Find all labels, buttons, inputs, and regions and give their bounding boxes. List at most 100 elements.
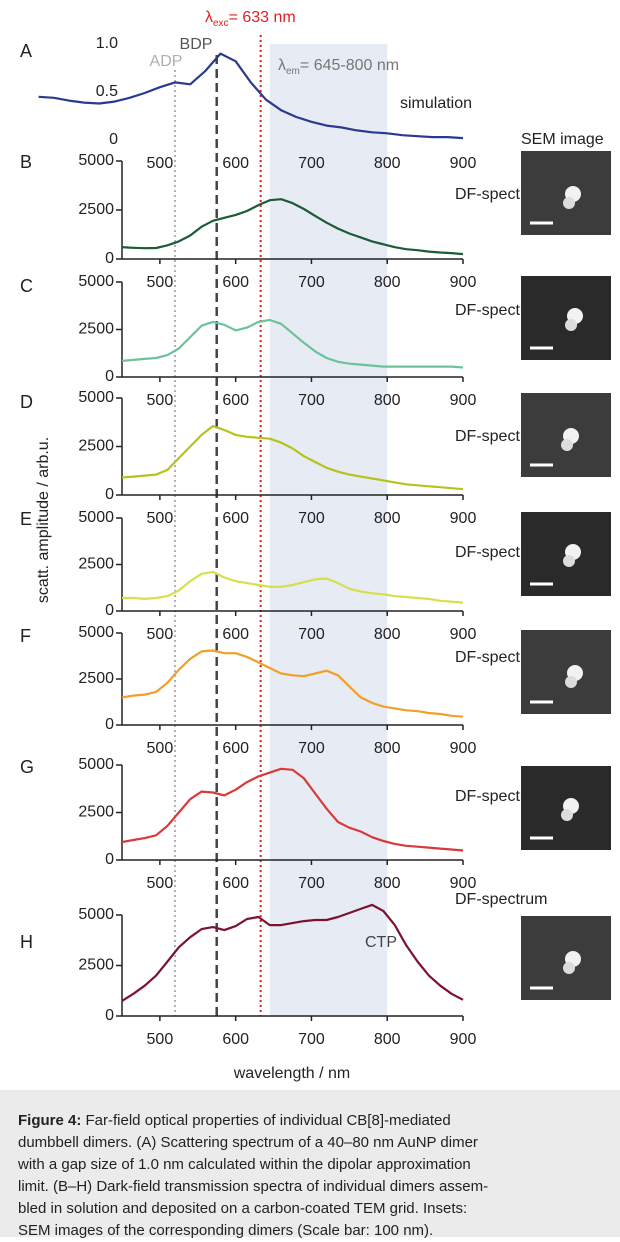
emission-label: λem= 645-800 nm <box>278 57 399 76</box>
spectrum-line <box>121 903 464 1002</box>
x-tick-label: 900 <box>450 510 477 527</box>
panel-label: A <box>20 41 32 61</box>
y-tick-label: 5000 <box>78 509 114 526</box>
panel-label: G <box>20 757 34 777</box>
y-tick-label: 5000 <box>78 389 114 406</box>
symbol: λ <box>278 57 286 74</box>
sem-particle <box>561 809 573 821</box>
x-tick-label: 500 <box>147 626 174 643</box>
sem-particle <box>563 962 575 974</box>
x-tick-label: 800 <box>374 155 401 172</box>
excitation-label: λexc= 633 nm <box>205 9 296 28</box>
x-tick-label: 700 <box>298 740 325 757</box>
x-tick-label: 900 <box>450 626 477 643</box>
x-tick-label: 700 <box>298 155 325 172</box>
y-tick-label: 0 <box>105 250 114 267</box>
spectrum-line <box>121 649 464 718</box>
x-tick-label: 700 <box>298 392 325 409</box>
sem-title: SEM image <box>521 131 604 148</box>
x-tick-label: 700 <box>298 1031 325 1048</box>
caption-label: Figure 4: <box>18 1112 82 1129</box>
x-tick-label: 900 <box>450 875 477 892</box>
spectrum-line <box>121 318 464 369</box>
reference-label: BDP <box>180 36 213 53</box>
annotation: DF-spectrum <box>455 891 547 908</box>
x-tick-label: 800 <box>374 274 401 291</box>
figure: SEM image scatt. amplitude / arb.u. λem=… <box>20 9 611 1082</box>
caption: Figure 4: Far-field optical properties o… <box>0 1090 620 1239</box>
x-tick-label: 600 <box>222 510 249 527</box>
y-tick-label: 2500 <box>78 321 114 338</box>
annotation: CTP <box>365 934 397 951</box>
y-tick-label: 5000 <box>78 906 114 923</box>
subscript: em <box>286 66 300 77</box>
x-tick-label: 800 <box>374 875 401 892</box>
y-tick-label: 0 <box>105 716 114 733</box>
sem-particle <box>563 197 575 209</box>
y-tick-label: 2500 <box>78 957 114 974</box>
y-tick-label: 0 <box>105 602 114 619</box>
x-tick-label: 900 <box>450 274 477 291</box>
spectrum-line <box>121 425 464 491</box>
caption-line: limit. (B–H) Dark-field transmission spe… <box>18 1178 489 1195</box>
y-tick-label: 2500 <box>78 804 114 821</box>
spectrum-line <box>38 52 464 140</box>
sem-particle <box>561 439 573 451</box>
x-tick-label: 700 <box>298 274 325 291</box>
caption-line: SEM images of the corresponding dimers (… <box>18 1222 434 1239</box>
sem-image <box>521 630 611 714</box>
x-tick-label: 500 <box>147 1031 174 1048</box>
y-tick-label: 0 <box>105 486 114 503</box>
x-tick-label: 500 <box>147 875 174 892</box>
y-tick-label: 2500 <box>78 438 114 455</box>
x-tick-label: 500 <box>147 510 174 527</box>
panel-label: F <box>20 626 31 646</box>
x-tick-label: 600 <box>222 740 249 757</box>
x-tick-label: 500 <box>147 740 174 757</box>
x-tick-label: 500 <box>147 392 174 409</box>
annotation: simulation <box>400 95 472 112</box>
x-tick-label: 900 <box>450 740 477 757</box>
x-tick-label: 900 <box>450 155 477 172</box>
emission-band <box>269 44 388 1016</box>
x-tick-label: 800 <box>374 510 401 527</box>
x-tick-label: 600 <box>222 155 249 172</box>
x-axis-label: wavelength / nm <box>233 1065 351 1082</box>
spectrum-line <box>122 570 464 604</box>
reference-label: ADP <box>150 53 183 70</box>
x-tick-label: 600 <box>222 875 249 892</box>
caption-line: bled in solution and deposited on a carb… <box>18 1200 468 1217</box>
panel-label: B <box>20 152 32 172</box>
subscript: exc <box>213 18 229 29</box>
caption-text: Far-field optical properties of individu… <box>81 1112 451 1129</box>
y-tick-label: 0 <box>105 368 114 385</box>
y-tick-label: 2500 <box>78 201 114 218</box>
sem-particle <box>565 676 577 688</box>
x-tick-label: 600 <box>222 626 249 643</box>
y-axis-label: scatt. amplitude / arb.u. <box>35 437 52 603</box>
spectrum-line <box>121 767 464 852</box>
x-tick-label: 600 <box>222 392 249 409</box>
panel-label: H <box>20 932 33 952</box>
x-tick-label: 600 <box>222 1031 249 1048</box>
y-tick-label: 5000 <box>78 624 114 641</box>
y-tick-label: 5000 <box>78 273 114 290</box>
sem-image <box>521 276 611 360</box>
y-tick-label: 0.5 <box>96 83 118 100</box>
sem-particle <box>563 555 575 567</box>
x-tick-label: 500 <box>147 274 174 291</box>
panel-label: C <box>20 276 33 296</box>
y-tick-label: 2500 <box>78 670 114 687</box>
y-tick-label: 0 <box>109 131 118 148</box>
caption-line: with a gap size of 1.0 nm calculated wit… <box>18 1156 471 1173</box>
caption-line: dumbbell dimers. (A) Scattering spectrum… <box>18 1134 478 1151</box>
y-tick-label: 0 <box>105 851 114 868</box>
label-text: = 633 nm <box>229 9 296 26</box>
y-tick-label: 2500 <box>78 556 114 573</box>
y-tick-label: 1.0 <box>96 35 118 52</box>
x-tick-label: 700 <box>298 875 325 892</box>
y-tick-label: 0 <box>105 1007 114 1024</box>
panel-label: E <box>20 509 32 529</box>
x-tick-label: 800 <box>374 740 401 757</box>
